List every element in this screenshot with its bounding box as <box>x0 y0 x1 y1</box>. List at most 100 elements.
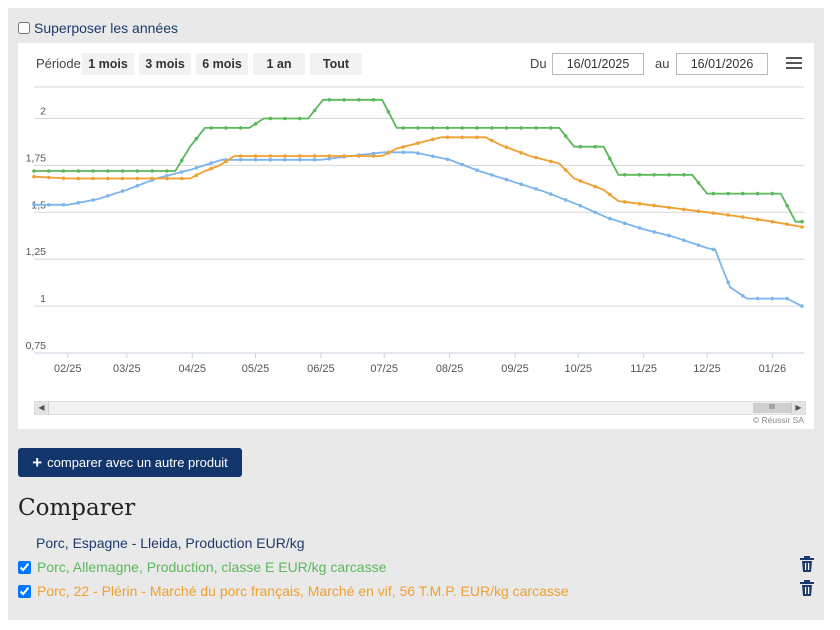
x-tick-label: 02/25 <box>54 363 82 375</box>
data-point <box>578 179 583 183</box>
trash-icon[interactable] <box>800 580 814 596</box>
data-point <box>682 207 686 212</box>
series-line-2 <box>34 98 804 223</box>
chart-container: Période 1 mois 3 mois 6 mois 1 an Tout D… <box>18 43 814 429</box>
overlay-years-checkbox[interactable] <box>18 22 30 34</box>
data-point <box>770 219 775 224</box>
x-tick-label: 11/25 <box>630 363 657 375</box>
date-to-input[interactable]: 16/01/2026 <box>676 53 768 75</box>
range-button-all[interactable]: Tout <box>310 53 362 75</box>
range-button-3m[interactable]: 3 mois <box>139 53 191 75</box>
x-tick-label: 08/25 <box>436 363 464 375</box>
data-point <box>135 184 140 188</box>
data-point <box>283 154 287 158</box>
data-point <box>386 110 391 114</box>
data-point <box>475 168 479 172</box>
data-point <box>209 161 213 165</box>
data-point <box>120 189 125 193</box>
series-markers-1 <box>32 150 804 308</box>
data-point <box>416 141 420 145</box>
scroll-right-icon[interactable]: ▶ <box>791 402 805 414</box>
data-point <box>785 296 789 301</box>
data-point <box>608 216 612 221</box>
range-button-1y[interactable]: 1 an <box>253 53 305 75</box>
data-point <box>165 174 169 178</box>
data-point <box>401 145 406 149</box>
data-point <box>475 126 479 130</box>
chart-menu-icon[interactable] <box>786 57 802 71</box>
product-row-3: Porc, 22 - Plérin - Marché du porc franç… <box>18 583 569 599</box>
data-point <box>726 213 730 217</box>
data-point <box>578 144 583 149</box>
data-point <box>386 151 391 155</box>
data-point <box>135 169 140 173</box>
x-tick-label: 01/26 <box>759 363 787 375</box>
data-point <box>430 137 435 142</box>
data-point <box>401 150 406 155</box>
data-point <box>755 217 760 222</box>
overlay-years-toggle[interactable]: Superposer les années <box>18 20 178 36</box>
data-point <box>652 173 656 177</box>
data-point <box>253 154 258 158</box>
data-point <box>91 169 95 173</box>
data-point <box>696 181 701 185</box>
data-point <box>490 173 494 177</box>
data-point <box>135 176 140 181</box>
data-point <box>490 138 494 143</box>
scroll-left-icon[interactable]: ◀ <box>35 402 49 414</box>
data-point <box>179 176 184 181</box>
data-point <box>342 98 346 102</box>
scroll-thumb[interactable]: III <box>753 403 791 413</box>
plus-icon: + <box>32 453 43 472</box>
x-tick-label: 10/25 <box>565 363 593 375</box>
data-point <box>593 144 597 149</box>
data-point <box>91 198 95 202</box>
x-tick-label: 09/25 <box>501 363 529 375</box>
data-point <box>563 168 568 172</box>
compare-product-button[interactable]: + comparer avec un autre produit <box>18 448 242 477</box>
navigator-scrollbar[interactable]: ◀ III ▶ <box>34 401 806 415</box>
data-point <box>283 116 287 121</box>
data-point <box>371 154 376 158</box>
data-point <box>312 158 317 162</box>
data-point <box>726 191 730 196</box>
data-point <box>194 166 199 170</box>
data-point <box>726 280 730 284</box>
data-point <box>47 175 51 180</box>
data-point <box>519 182 524 187</box>
data-point <box>785 203 789 208</box>
product-checkbox-2[interactable] <box>18 560 31 574</box>
data-point <box>682 173 686 177</box>
range-button-6m[interactable]: 6 mois <box>196 53 248 75</box>
range-button-1m[interactable]: 1 mois <box>82 53 134 75</box>
data-point <box>47 169 51 173</box>
y-tick-label: 1,75 <box>26 152 47 164</box>
data-point <box>150 169 154 173</box>
data-point <box>785 222 789 227</box>
data-point <box>563 198 568 202</box>
y-tick-label: 1,25 <box>26 246 47 258</box>
data-point <box>371 151 376 156</box>
product-checkbox-3[interactable] <box>18 584 31 598</box>
product-label-3: Porc, 22 - Plérin - Marché du porc franç… <box>37 583 569 599</box>
data-point <box>445 157 450 162</box>
data-point <box>534 187 538 191</box>
date-from-input[interactable]: 16/01/2025 <box>552 53 644 75</box>
data-point <box>32 203 36 207</box>
trash-icon[interactable] <box>800 556 814 572</box>
data-point <box>519 126 524 130</box>
data-point <box>667 173 671 177</box>
date-from-label: Du <box>530 56 547 71</box>
data-point <box>327 98 332 102</box>
x-tick-label: 07/25 <box>370 363 398 375</box>
data-point <box>549 192 553 196</box>
data-point <box>755 296 760 301</box>
data-point <box>682 238 686 242</box>
data-point <box>460 162 465 167</box>
data-point <box>519 151 524 155</box>
x-tick-label: 05/25 <box>242 363 270 375</box>
data-point <box>327 156 332 161</box>
data-point <box>106 176 110 181</box>
data-point <box>741 215 745 219</box>
